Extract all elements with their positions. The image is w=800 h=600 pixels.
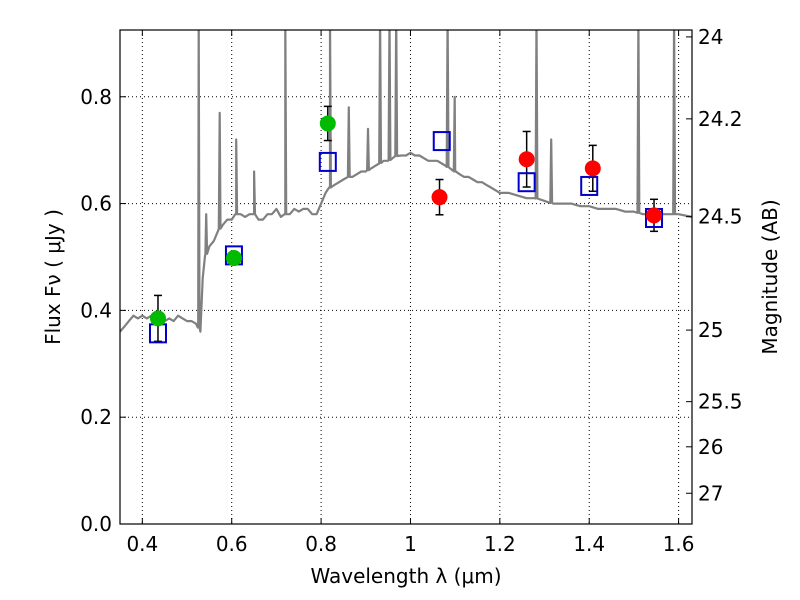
y-tick-label: 0.8 — [80, 85, 112, 109]
nir-data-point — [431, 189, 448, 206]
error-bars — [153, 105, 659, 343]
y-axis-ticks: 0.0 0.2 0.4 0.6 0.8 — [80, 85, 126, 536]
y-tick-label: 0.0 — [80, 512, 112, 536]
y-tick-label: 0.4 — [80, 298, 112, 322]
y-tick-label: 0.6 — [80, 192, 112, 216]
x-tick-label: 0.4 — [126, 532, 158, 556]
right-axis-tick-label: 25.5 — [698, 390, 743, 414]
x-tick-label: 0.8 — [305, 532, 337, 556]
right-axis-tick-label: 27 — [698, 481, 723, 505]
y-tick-label: 0.2 — [80, 405, 112, 429]
model-spectrum — [120, 30, 692, 333]
plot-frame — [119, 29, 693, 525]
optical-data-point — [319, 115, 336, 132]
right-axis-tick-label: 24.2 — [698, 107, 743, 131]
x-tick-label: 0.6 — [216, 532, 248, 556]
right-axis-tick-label: 24.5 — [698, 205, 743, 229]
model-photometry-square — [432, 131, 451, 152]
model-spectrum-line — [120, 30, 692, 333]
model-photometry-square — [580, 175, 599, 196]
x-tick-label: 1 — [404, 532, 417, 556]
x-axis-ticks: 0.4 0.6 0.8 1 1.2 1.4 1.6 — [126, 30, 695, 556]
x-tick-label: 1.2 — [484, 532, 516, 556]
y-axis-label: Flux Fν ( μJy ) — [41, 209, 65, 345]
right-axis-tick-label: 25 — [698, 318, 723, 342]
optical-data-point — [149, 310, 166, 327]
model-photometry-square — [517, 172, 536, 193]
grid — [120, 30, 692, 525]
right-axis-label: Magnitude (AB) — [758, 199, 782, 354]
model-photometry-square — [318, 151, 337, 172]
x-tick-label: 1.6 — [663, 532, 695, 556]
x-axis-label: Wavelength λ (μm) — [310, 564, 501, 588]
nir-data-point — [646, 207, 663, 224]
x-tick-label: 1.4 — [573, 532, 605, 556]
plot-area — [120, 30, 692, 344]
nir-data-point — [518, 151, 535, 168]
optical-data-point — [225, 250, 242, 267]
data-points — [148, 115, 664, 344]
nir-data-point — [584, 160, 601, 177]
right-axis-tick-label: 24 — [698, 25, 723, 49]
right-axis-tick-label: 26 — [698, 435, 723, 459]
right-axis-ticks: 24 24.2 24.5 25 25.5 26 27 — [686, 25, 743, 505]
